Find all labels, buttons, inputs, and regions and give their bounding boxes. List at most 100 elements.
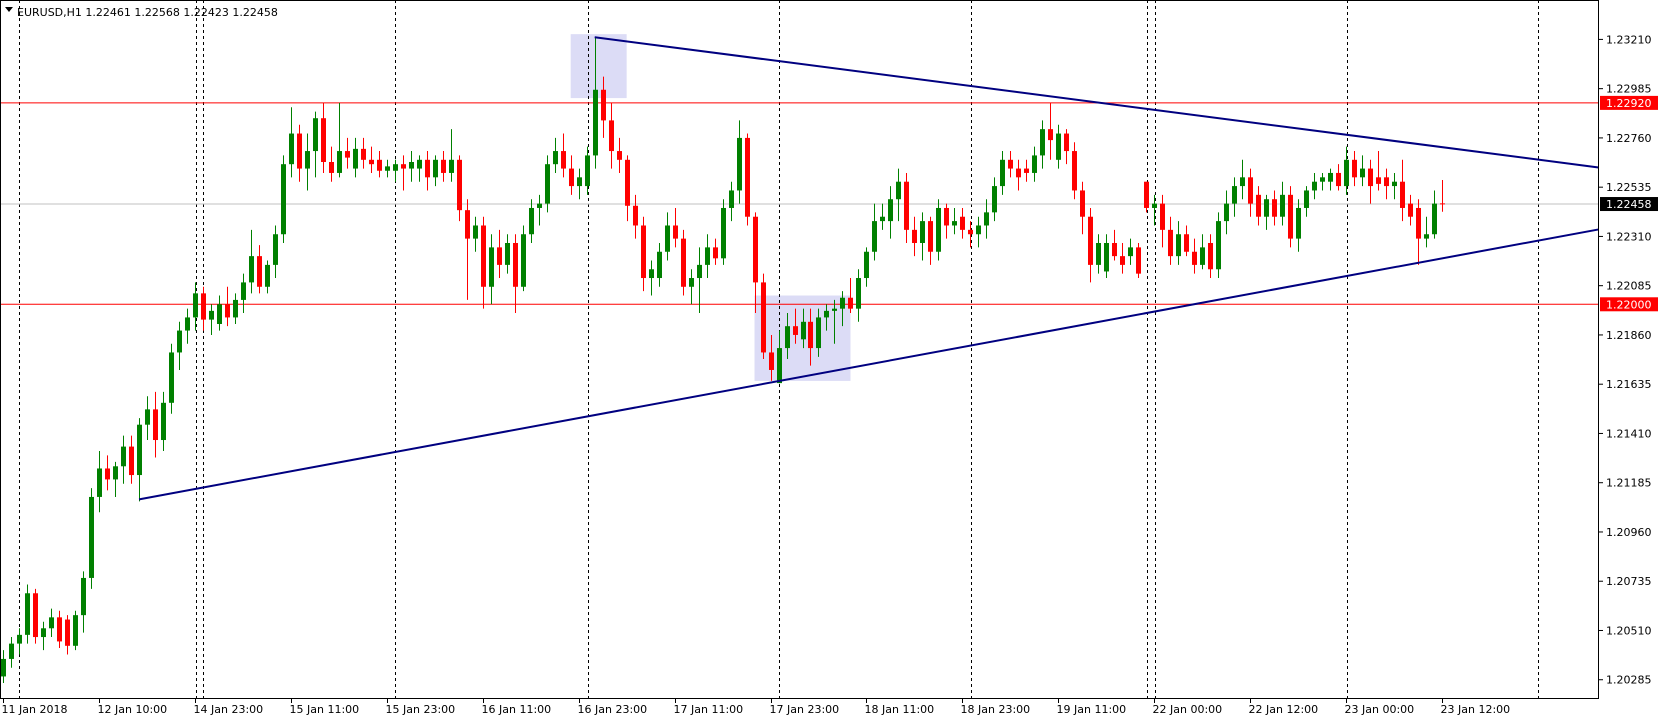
candle-body bbox=[1008, 159, 1013, 169]
candle-body bbox=[337, 151, 342, 173]
highlight-rect bbox=[570, 34, 627, 99]
x-tick-label: 14 Jan 23:00 bbox=[194, 703, 264, 716]
candle-body bbox=[561, 151, 566, 169]
plot bbox=[1, 36, 1599, 684]
candle-body bbox=[832, 308, 837, 311]
candle-body bbox=[808, 321, 813, 349]
candle-body bbox=[121, 446, 126, 467]
level-label: 1.22000 bbox=[1606, 298, 1652, 311]
candle-body bbox=[1096, 242, 1101, 265]
x-tick-label: 22 Jan 12:00 bbox=[1249, 703, 1319, 716]
candle-body bbox=[1424, 234, 1429, 239]
candle-body bbox=[1176, 234, 1181, 257]
candle-body bbox=[425, 159, 430, 178]
candle-body bbox=[1352, 159, 1357, 178]
candle-body bbox=[801, 321, 806, 340]
candle-body bbox=[57, 617, 62, 642]
candle-body bbox=[952, 221, 957, 226]
x-tick-label: 12 Jan 10:00 bbox=[98, 703, 168, 716]
y-tick-label: 1.22310 bbox=[1606, 230, 1652, 243]
candle-body bbox=[872, 221, 877, 252]
candle-body bbox=[25, 593, 30, 635]
candle-body bbox=[1376, 177, 1381, 184]
candle-body bbox=[1232, 186, 1237, 204]
candle-body bbox=[880, 216, 885, 222]
candle-body bbox=[721, 207, 726, 259]
y-tick-label: 1.21185 bbox=[1606, 477, 1652, 490]
candle-body bbox=[1304, 190, 1309, 208]
y-tick-label: 1.21860 bbox=[1606, 329, 1652, 342]
candle-body bbox=[1392, 181, 1397, 187]
candle-body bbox=[9, 643, 14, 659]
candle-body bbox=[1368, 168, 1373, 187]
candle-body bbox=[737, 137, 742, 191]
candle-body bbox=[785, 326, 790, 349]
candle-body bbox=[409, 161, 414, 169]
x-tick-label: 23 Jan 12:00 bbox=[1441, 703, 1511, 716]
y-tick-label: 1.21635 bbox=[1606, 378, 1652, 391]
x-tick-label: 16 Jan 11:00 bbox=[482, 703, 552, 716]
candle-body bbox=[473, 225, 478, 239]
x-tick-label: 11 Jan 2018 bbox=[2, 703, 68, 716]
candle-body bbox=[177, 330, 182, 353]
candle-body bbox=[1168, 229, 1173, 257]
candle-body bbox=[361, 148, 366, 160]
candle-body bbox=[848, 297, 853, 309]
level-label: 1.22920 bbox=[1606, 97, 1652, 110]
candle-body bbox=[992, 186, 997, 213]
candle-body bbox=[433, 159, 438, 178]
candle-body bbox=[1136, 247, 1141, 274]
candle-body bbox=[289, 133, 294, 165]
candle-body bbox=[521, 234, 526, 287]
candle-body bbox=[217, 304, 222, 324]
candle-body bbox=[105, 468, 110, 480]
y-tick-label: 1.20285 bbox=[1606, 674, 1652, 687]
background-objects bbox=[0, 0, 1599, 699]
candle-body bbox=[393, 164, 398, 171]
candle-body bbox=[577, 177, 582, 187]
candle-body bbox=[193, 293, 198, 318]
candle-body bbox=[753, 216, 758, 283]
menu-arrow[interactable] bbox=[5, 7, 13, 12]
candle-body bbox=[864, 251, 869, 279]
candle-body bbox=[537, 203, 542, 208]
candle-body bbox=[1184, 234, 1189, 252]
candle-body bbox=[1016, 168, 1021, 178]
candle-body bbox=[137, 424, 142, 476]
candle-body bbox=[896, 181, 901, 200]
y-tick-label: 1.21410 bbox=[1606, 427, 1652, 440]
candle-body bbox=[65, 619, 70, 646]
candle-body bbox=[856, 278, 861, 309]
candle-body bbox=[1312, 181, 1317, 191]
candle-body bbox=[601, 89, 606, 121]
candle-body bbox=[1336, 172, 1341, 187]
candle-body bbox=[249, 256, 254, 283]
candle-body bbox=[185, 317, 190, 331]
bid-label-box bbox=[1600, 197, 1658, 212]
candle-body bbox=[89, 496, 94, 578]
candle-body bbox=[41, 628, 46, 638]
candle-body bbox=[1200, 247, 1205, 265]
candle-body bbox=[657, 251, 662, 279]
candle-body bbox=[201, 293, 206, 320]
candle-body bbox=[625, 159, 630, 206]
candle-body bbox=[273, 234, 278, 265]
candle-body bbox=[665, 225, 670, 252]
candle-body bbox=[1040, 129, 1045, 156]
y-tick-label: 1.23210 bbox=[1606, 33, 1652, 46]
candle-body bbox=[1440, 203, 1445, 205]
candle-body bbox=[840, 297, 845, 309]
candle-body bbox=[1208, 242, 1213, 270]
candle-body bbox=[1400, 181, 1405, 208]
candle-body bbox=[761, 282, 766, 353]
candle-body bbox=[1272, 199, 1277, 217]
candle-body bbox=[960, 216, 965, 230]
candle-body bbox=[353, 148, 358, 169]
candle-body bbox=[1088, 216, 1093, 265]
candle-body bbox=[968, 229, 973, 235]
candle-body bbox=[1, 658, 6, 677]
candle-body bbox=[1080, 190, 1085, 217]
candle-body bbox=[1408, 203, 1413, 217]
y-tick-label: 1.22985 bbox=[1606, 83, 1652, 96]
trendline bbox=[138, 228, 1599, 501]
